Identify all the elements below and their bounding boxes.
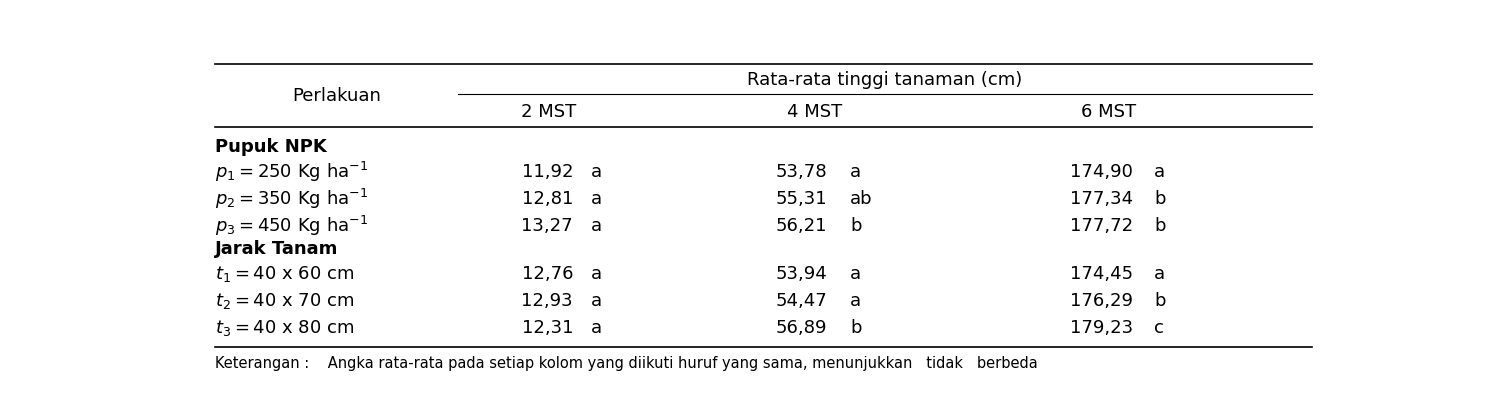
Text: c: c <box>1153 319 1164 336</box>
Text: 6 MST: 6 MST <box>1082 103 1137 121</box>
Text: 4 MST: 4 MST <box>787 103 842 121</box>
Text: 11,92: 11,92 <box>522 163 574 181</box>
Text: b: b <box>851 319 861 336</box>
Text: a: a <box>590 163 602 181</box>
Text: b: b <box>1153 190 1165 208</box>
Text: 174,90: 174,90 <box>1070 163 1132 181</box>
Text: a: a <box>851 291 861 310</box>
Text: a: a <box>590 291 602 310</box>
Text: 56,89: 56,89 <box>776 319 827 336</box>
Text: a: a <box>590 319 602 336</box>
Text: $t_2 = 40$ x $70$ cm: $t_2 = 40$ x $70$ cm <box>215 291 355 311</box>
Text: 2 MST: 2 MST <box>522 103 577 121</box>
Text: 12,76: 12,76 <box>522 265 574 283</box>
Text: 177,34: 177,34 <box>1070 190 1132 208</box>
Text: 12,93: 12,93 <box>522 291 574 310</box>
Text: a: a <box>1153 163 1165 181</box>
Text: b: b <box>1153 217 1165 235</box>
Text: a: a <box>851 265 861 283</box>
Text: Pupuk NPK: Pupuk NPK <box>215 138 326 156</box>
Text: b: b <box>1153 291 1165 310</box>
Text: $p_2 = 350$ Kg ha$^{-1}$: $p_2 = 350$ Kg ha$^{-1}$ <box>215 187 368 211</box>
Text: 12,31: 12,31 <box>522 319 574 336</box>
Text: $p_1 = 250$ Kg ha$^{-1}$: $p_1 = 250$ Kg ha$^{-1}$ <box>215 160 368 184</box>
Text: Keterangan :    Angka rata-rata pada setiap kolom yang diikuti huruf yang sama, : Keterangan : Angka rata-rata pada setiap… <box>215 355 1039 370</box>
Text: $t_3 = 40$ x $80$ cm: $t_3 = 40$ x $80$ cm <box>215 318 355 338</box>
Text: 179,23: 179,23 <box>1070 319 1132 336</box>
Text: $p_3 = 450$ Kg ha$^{-1}$: $p_3 = 450$ Kg ha$^{-1}$ <box>215 214 368 238</box>
Text: Perlakuan: Perlakuan <box>292 87 381 105</box>
Text: 12,81: 12,81 <box>522 190 574 208</box>
Text: 53,78: 53,78 <box>775 163 827 181</box>
Text: ab: ab <box>851 190 873 208</box>
Text: a: a <box>1153 265 1165 283</box>
Text: $t_1 = 40$ x $60$ cm: $t_1 = 40$ x $60$ cm <box>215 264 355 284</box>
Text: 53,94: 53,94 <box>775 265 827 283</box>
Text: 177,72: 177,72 <box>1070 217 1132 235</box>
Text: Jarak Tanam: Jarak Tanam <box>215 240 338 258</box>
Text: 13,27: 13,27 <box>522 217 574 235</box>
Text: a: a <box>851 163 861 181</box>
Text: 174,45: 174,45 <box>1070 265 1132 283</box>
Text: 54,47: 54,47 <box>775 291 827 310</box>
Text: a: a <box>590 265 602 283</box>
Text: a: a <box>590 217 602 235</box>
Text: 176,29: 176,29 <box>1070 291 1132 310</box>
Text: a: a <box>590 190 602 208</box>
Text: 56,21: 56,21 <box>776 217 827 235</box>
Text: 55,31: 55,31 <box>775 190 827 208</box>
Text: b: b <box>851 217 861 235</box>
Text: Rata-rata tinggi tanaman (cm): Rata-rata tinggi tanaman (cm) <box>748 71 1022 89</box>
